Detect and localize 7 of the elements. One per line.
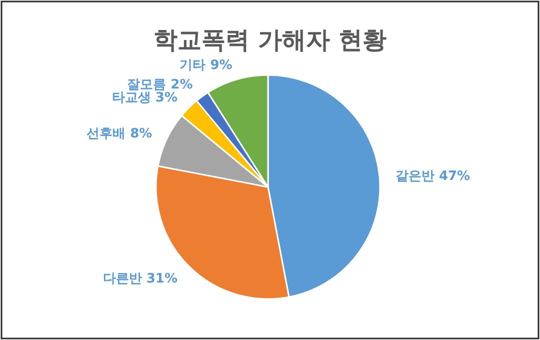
- slice-label: 잘모름 2%: [127, 77, 193, 92]
- slice-label: 다른반 31%: [102, 272, 178, 287]
- slice-label: 같은반 47%: [395, 168, 470, 184]
- chart-title: 학교폭력 가해자 현황: [154, 26, 386, 54]
- slice-label: 타교생 3%: [112, 90, 178, 106]
- slice-label: 기타 9%: [180, 58, 232, 74]
- slice-label: 선후배 8%: [86, 126, 152, 142]
